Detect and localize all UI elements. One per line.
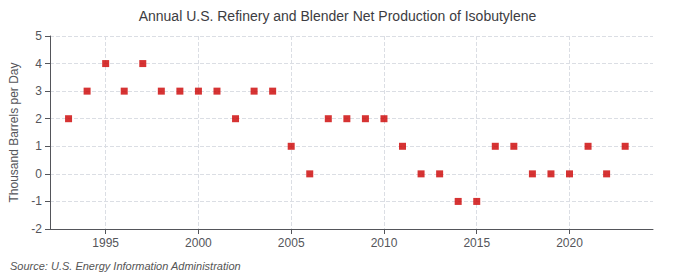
svg-text:2020: 2020 [556, 236, 583, 250]
svg-text:4: 4 [35, 57, 42, 71]
svg-text:-2: -2 [31, 222, 42, 236]
svg-text:2010: 2010 [371, 236, 398, 250]
svg-text:-1: -1 [31, 194, 42, 208]
svg-text:2: 2 [35, 112, 42, 126]
svg-text:2015: 2015 [463, 236, 490, 250]
svg-text:2005: 2005 [278, 236, 305, 250]
svg-text:2000: 2000 [185, 236, 212, 250]
svg-text:1995: 1995 [92, 236, 119, 250]
svg-text:Annual U.S. Refinery and Blend: Annual U.S. Refinery and Blender Net Pro… [139, 8, 537, 24]
svg-text:5: 5 [35, 29, 42, 43]
svg-text:0: 0 [35, 167, 42, 181]
svg-text:Thousand Barrels per Day: Thousand Barrels per Day [7, 62, 21, 202]
svg-text:3: 3 [35, 84, 42, 98]
svg-text:1: 1 [35, 139, 42, 153]
svg-text:Source: U.S. Energy Informatio: Source: U.S. Energy Information Administ… [10, 260, 241, 272]
